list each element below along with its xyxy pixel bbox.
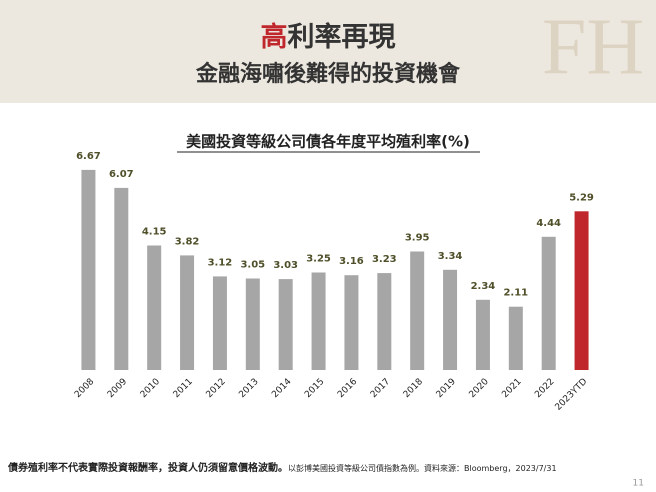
value-label: 3.05: [240, 260, 265, 271]
page-number: 11: [633, 479, 644, 489]
bar: [541, 236, 556, 370]
footnote-bold: 債券殖利率不代表實際投資報酬率，投資人仍須留意價格波動。: [7, 461, 288, 474]
value-label: 2.11: [503, 288, 528, 299]
bar: [245, 278, 260, 370]
value-label: 3.25: [306, 254, 331, 265]
bar: [147, 245, 162, 370]
logo: FH: [542, 3, 644, 91]
bar: [344, 275, 359, 370]
chart-title: 美國投資等級公司債各年度平均殖利率(%): [186, 133, 470, 151]
bar: [508, 306, 523, 370]
value-label: 3.23: [372, 254, 397, 265]
header-title: 高利率再現: [261, 21, 396, 53]
bar: [114, 187, 129, 370]
value-label: 2.34: [471, 281, 496, 292]
footnote-source: 以彭博美國投資等級公司債指數為例。資料來源：Bloomberg，2023/7/3…: [288, 463, 557, 473]
value-label: 4.15: [142, 227, 167, 238]
bar: [574, 211, 589, 370]
bar: [475, 299, 490, 370]
title-accent: 高: [261, 21, 288, 53]
bar: [443, 269, 458, 370]
value-label: 3.16: [339, 256, 364, 267]
bar: [81, 169, 96, 370]
value-label: 4.44: [536, 218, 561, 229]
value-label: 3.12: [208, 257, 233, 268]
bar: [180, 255, 195, 370]
header-subtitle: 金融海嘯後難得的投資機會: [195, 61, 461, 87]
value-label: 3.34: [438, 251, 463, 262]
value-label: 5.29: [569, 192, 594, 203]
bar: [311, 272, 326, 370]
bar: [212, 276, 227, 370]
value-label: 3.95: [405, 233, 430, 244]
title-main: 利率再現: [288, 21, 396, 53]
value-label: 6.07: [109, 169, 134, 180]
bar: [377, 273, 392, 370]
bar: [278, 279, 293, 370]
bar: [410, 251, 425, 370]
value-label: 6.67: [76, 151, 101, 162]
value-label: 3.82: [175, 236, 200, 247]
header-band: [0, 0, 656, 103]
value-label: 3.03: [273, 260, 298, 271]
footnote: 債券殖利率不代表實際投資報酬率，投資人仍須留意價格波動。以彭博美國投資等級公司債…: [7, 461, 557, 474]
